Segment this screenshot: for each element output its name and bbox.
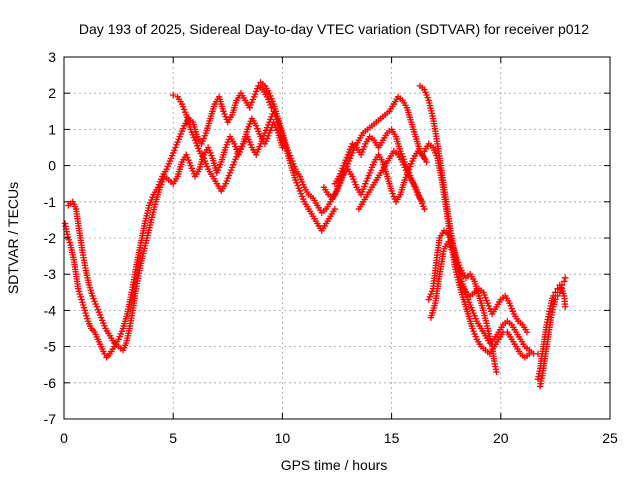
y-tick-label: -5 — [44, 339, 57, 355]
data-point — [554, 292, 561, 300]
y-tick-label: 0 — [48, 158, 56, 174]
x-tick-label: 10 — [275, 430, 291, 446]
data-point — [552, 296, 559, 303]
tick-labels: 0 5 10 15 20 25 -7 -6 -5 -4 -3 -2 -1 0 1 2 3 — [44, 49, 618, 446]
data-point — [268, 104, 275, 111]
data-point — [523, 328, 531, 336]
series-arc-3 — [170, 91, 339, 234]
y-tick-label: 2 — [48, 85, 56, 101]
series-arc-8 — [416, 82, 542, 358]
y-tick-label: -2 — [44, 230, 57, 246]
x-tick-label: 5 — [169, 430, 177, 446]
data-markers — [61, 79, 569, 390]
data-point — [525, 350, 533, 358]
series-arc-13 — [536, 274, 569, 390]
data-point — [493, 368, 500, 376]
y-tick-label: -1 — [44, 194, 57, 210]
x-tick-label: 20 — [493, 430, 509, 446]
axis-ticks — [63, 56, 611, 420]
data-point — [423, 158, 430, 166]
data-point — [331, 205, 339, 213]
y-tick-label: 3 — [48, 49, 56, 65]
x-tick-label: 25 — [602, 430, 618, 446]
data-point — [101, 350, 108, 358]
y-axis-title: SDTVAR / TECUs — [5, 182, 21, 294]
y-tick-label: -4 — [44, 302, 57, 318]
series-arc-1 — [61, 82, 275, 361]
y-tick-label: -3 — [44, 266, 57, 282]
chart-title: Day 193 of 2025, Sidereal Day-to-day VTE… — [79, 21, 589, 37]
series-arc-2 — [65, 115, 286, 354]
data-point — [562, 303, 569, 310]
y-tick-label: -6 — [44, 375, 57, 391]
data-point — [421, 205, 428, 213]
x-tick-label: 15 — [384, 430, 400, 446]
y-tick-label: -7 — [44, 411, 57, 427]
y-tick-label: 1 — [48, 121, 56, 137]
series-arc-7 — [355, 147, 428, 213]
data-point — [170, 91, 177, 99]
x-tick-label: 0 — [60, 430, 68, 446]
data-point — [558, 281, 566, 289]
data-point — [560, 278, 568, 285]
series-arc-11 — [427, 238, 531, 336]
data-point — [562, 274, 569, 282]
data-point — [421, 155, 428, 162]
x-axis-title: GPS time / hours — [281, 457, 388, 473]
